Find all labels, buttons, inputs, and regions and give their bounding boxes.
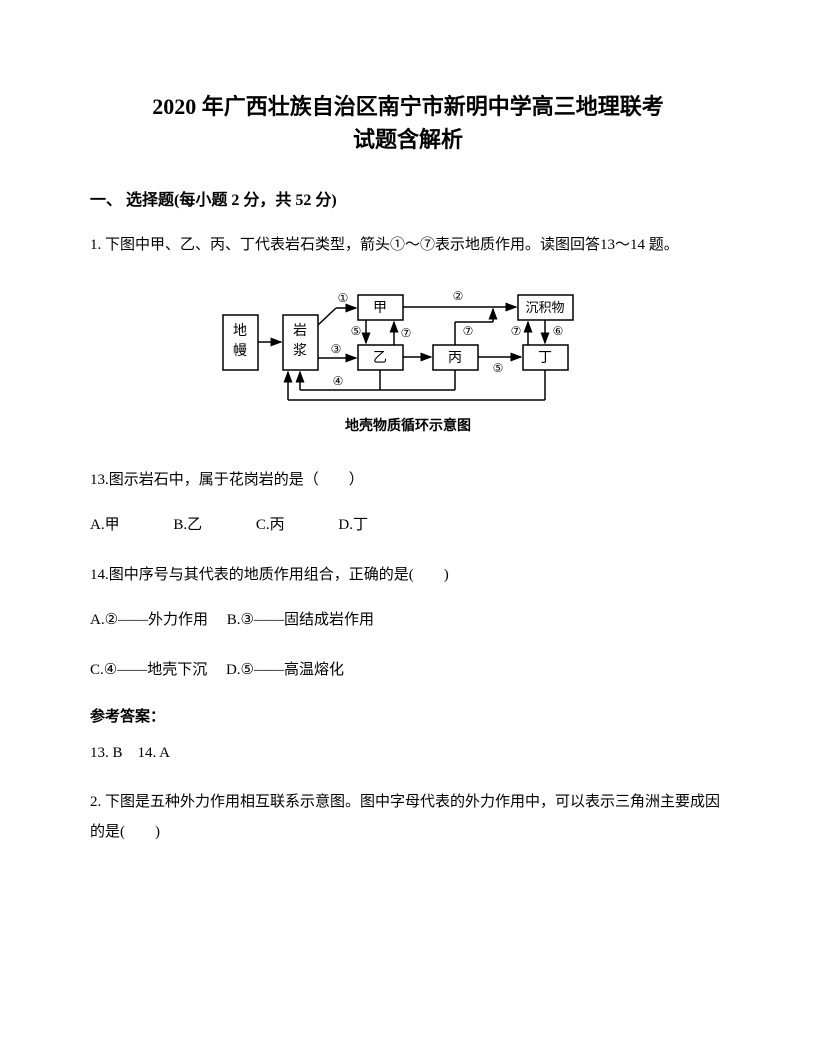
box-mantle: 地 (233, 323, 247, 339)
question-14-options-row1: A.②——外力作用 B.③——固结成岩作用 (90, 605, 726, 635)
question-13-text: 13.图示岩石中，属于花岗岩的是（ ） (90, 465, 726, 495)
label-2: ② (453, 289, 464, 303)
q13-option-b: B.乙 (173, 510, 202, 540)
q13-option-d: D.丁 (338, 510, 368, 540)
question-14-options-row2: C.④——地壳下沉 D.⑤——高温熔化 (90, 655, 726, 685)
question-13-options: A.甲 B.乙 C.丙 D.丁 (90, 510, 726, 540)
answer-text: 13. B 14. A (90, 741, 726, 762)
title-line-2: 试题含解析 (90, 123, 726, 156)
label-7b: ⑦ (463, 324, 474, 338)
label-1: ① (338, 291, 349, 305)
q14-option-d: D.⑤——高温熔化 (226, 662, 344, 678)
question-14-text: 14.图中序号与其代表的地质作用组合，正确的是( ) (90, 560, 726, 590)
box-magma: 岩 (293, 323, 307, 339)
box-ding: 丁 (538, 351, 552, 366)
svg-text:幔: 幔 (233, 343, 247, 359)
q13-option-c: C.丙 (256, 510, 285, 540)
box-yi: 乙 (373, 350, 387, 366)
diagram-caption: 地壳物质循环示意图 (218, 415, 598, 435)
question-1-intro: 1. 下图中甲、乙、丙、丁代表岩石类型，箭头①～⑦表示地质作用。读图回答13～1… (90, 230, 726, 260)
label-5a: ⑤ (351, 324, 362, 338)
title-line-1: 2020 年广西壮族自治区南宁市新明中学高三地理联考 (90, 90, 726, 123)
document-title: 2020 年广西壮族自治区南宁市新明中学高三地理联考 试题含解析 (90, 90, 726, 156)
box-sediment: 沉积物 (525, 300, 564, 315)
q14-option-a: A.②——外力作用 (90, 612, 208, 628)
label-7a: ⑦ (401, 326, 412, 340)
question-2-intro: 2. 下图是五种外力作用相互联系示意图。图中字母代表的外力作用中，可以表示三角洲… (90, 787, 726, 847)
label-7c: ⑦ (511, 324, 522, 338)
diagram-container: 地 幔 岩 浆 甲 乙 丙 沉积物 丁 (90, 280, 726, 435)
box-bing: 丙 (448, 351, 462, 366)
section-header: 一、 选择题(每小题 2 分，共 52 分) (90, 186, 726, 210)
q14-option-b: B.③——固结成岩作用 (227, 612, 374, 628)
q13-option-a: A.甲 (90, 510, 120, 540)
box-jia: 甲 (373, 301, 387, 316)
rock-cycle-diagram: 地 幔 岩 浆 甲 乙 丙 沉积物 丁 (218, 280, 598, 435)
q14-option-c: C.④——地壳下沉 (90, 662, 207, 678)
label-4: ④ (333, 374, 344, 388)
svg-text:浆: 浆 (293, 343, 307, 359)
label-6: ⑥ (553, 324, 564, 338)
label-3: ③ (331, 342, 342, 356)
label-5b: ⑤ (493, 361, 504, 375)
answer-label: 参考答案： (90, 705, 726, 726)
